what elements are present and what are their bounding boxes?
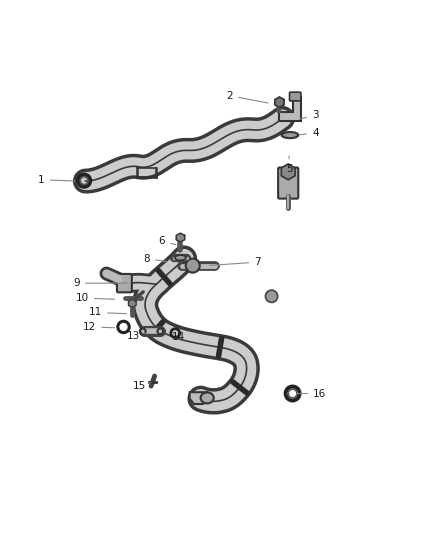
Text: 6: 6 (159, 236, 176, 246)
Text: 15: 15 (133, 381, 151, 391)
Text: 9: 9 (73, 278, 128, 288)
FancyBboxPatch shape (278, 167, 298, 199)
FancyBboxPatch shape (117, 274, 132, 292)
Text: 3: 3 (300, 110, 319, 120)
Text: 5: 5 (286, 156, 293, 174)
Polygon shape (176, 233, 185, 242)
Ellipse shape (175, 255, 186, 260)
Circle shape (186, 259, 200, 273)
Text: 12: 12 (83, 322, 115, 332)
Circle shape (265, 290, 278, 302)
Ellipse shape (282, 132, 298, 138)
Polygon shape (279, 98, 301, 120)
Ellipse shape (201, 392, 214, 403)
Text: 8: 8 (143, 254, 167, 264)
Text: 11: 11 (89, 308, 127, 318)
Polygon shape (190, 392, 207, 404)
Text: 13: 13 (127, 330, 145, 341)
Text: 16: 16 (297, 389, 326, 399)
Text: 2: 2 (226, 91, 268, 103)
Text: 10: 10 (76, 293, 115, 303)
Text: 7: 7 (209, 257, 261, 267)
Text: 4: 4 (300, 128, 319, 138)
Polygon shape (128, 300, 136, 307)
FancyBboxPatch shape (290, 92, 301, 101)
Text: 14: 14 (172, 332, 185, 342)
Polygon shape (281, 164, 295, 180)
Text: 1: 1 (38, 175, 75, 185)
Polygon shape (275, 97, 284, 108)
